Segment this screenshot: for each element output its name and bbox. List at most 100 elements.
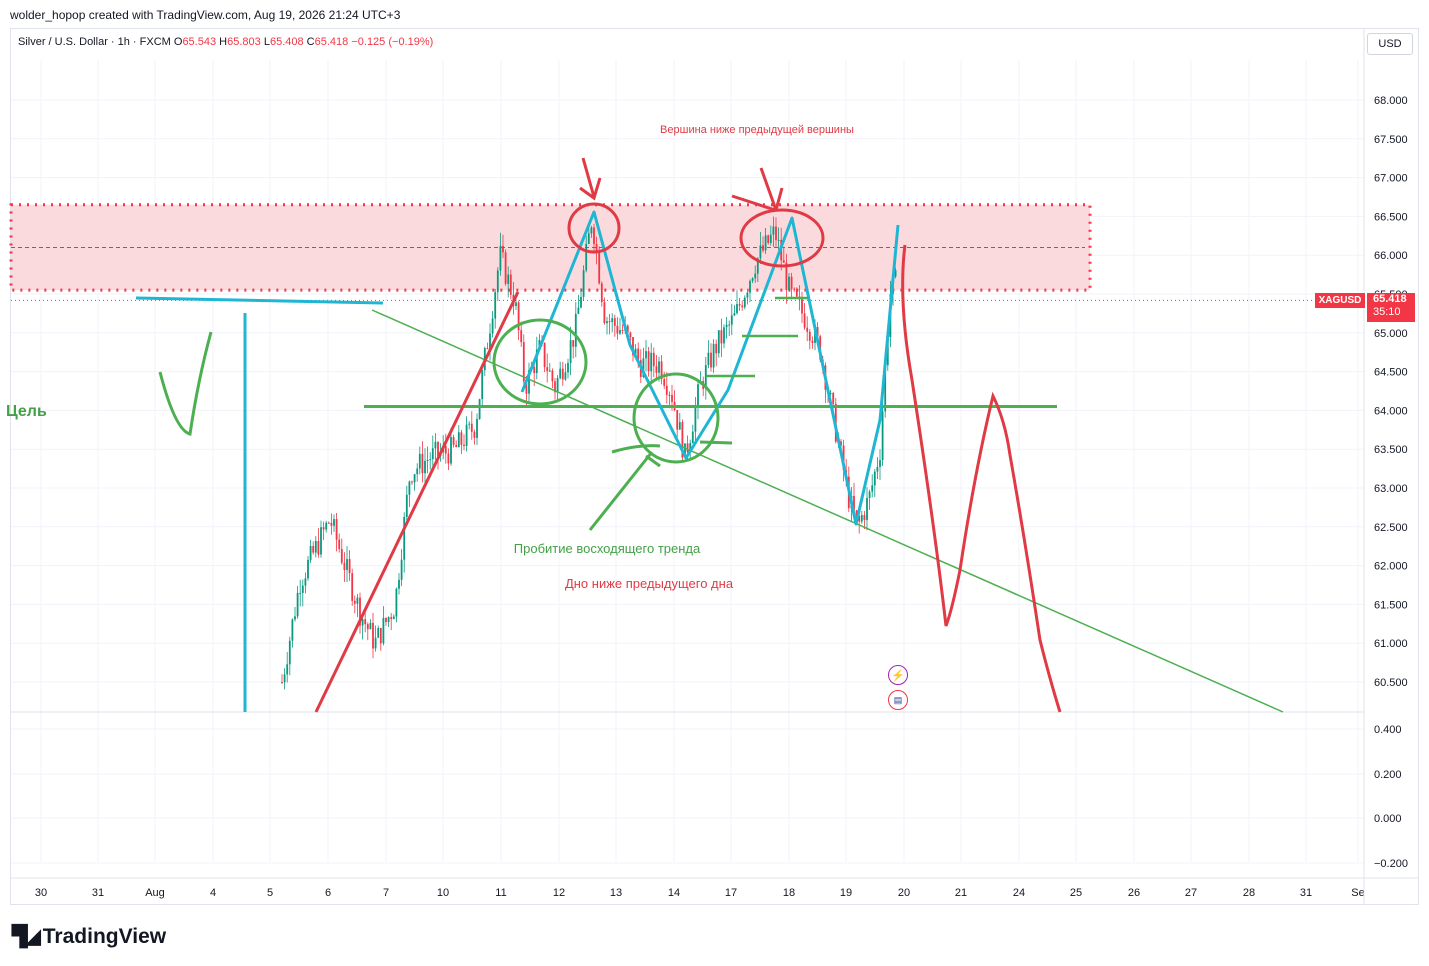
candle-body	[775, 226, 777, 241]
candle-body	[751, 278, 754, 281]
candle-body	[288, 640, 291, 665]
arrow-down-icon	[579, 157, 602, 201]
candle-body	[481, 370, 484, 400]
candle-body	[606, 321, 608, 324]
check-icon	[158, 331, 213, 436]
candle-body	[491, 318, 494, 334]
candle-body	[645, 351, 647, 359]
ticker-badge: XAGUSD	[1315, 293, 1365, 308]
candle-body	[598, 251, 601, 284]
candle-body	[405, 494, 408, 518]
candle-body	[647, 351, 650, 372]
candle-body	[548, 370, 551, 372]
candle-body	[808, 331, 811, 341]
x-tick-label: 4	[210, 887, 216, 899]
candle-body	[759, 245, 762, 259]
candle-body	[457, 432, 460, 448]
candle-body	[403, 517, 406, 560]
candle-body	[356, 597, 359, 604]
y-tick-label: 62.000	[1374, 561, 1408, 573]
candle-body	[871, 485, 874, 492]
candle-body	[873, 471, 876, 486]
candle-body	[725, 324, 728, 328]
top1-circle	[567, 202, 621, 254]
candle-body	[858, 515, 861, 522]
currency-button[interactable]: USD	[1367, 33, 1413, 55]
candle-body	[746, 292, 749, 298]
open-label: O	[173, 36, 183, 48]
lightning-icon[interactable]: ⚡	[888, 665, 908, 685]
high-value: 65.803	[227, 36, 261, 48]
candle-body	[387, 617, 390, 623]
candle-body	[320, 527, 322, 555]
candle-body	[863, 515, 866, 521]
candle-body	[894, 270, 897, 277]
candle-body	[671, 394, 673, 402]
candle-body	[736, 304, 738, 314]
tv-logo-icon: ▜◢	[12, 926, 41, 948]
candle-body	[418, 453, 421, 469]
candle-body	[424, 460, 426, 474]
candle-body	[312, 545, 315, 553]
candle-body	[559, 368, 562, 379]
candle-body	[795, 289, 798, 297]
candle-body	[723, 327, 725, 344]
candle-body	[533, 367, 536, 374]
candle-body	[593, 227, 595, 244]
x-tick-label: 17	[725, 887, 737, 899]
candle-body	[335, 519, 338, 540]
x-tick-label: 7	[383, 887, 389, 899]
candle-body	[364, 619, 367, 625]
candle-body	[564, 372, 567, 380]
candle-body	[663, 379, 666, 386]
y-tick-label: 0.200	[1374, 769, 1402, 781]
candle-body	[522, 342, 525, 382]
candle-body	[785, 262, 788, 291]
candle-body	[660, 361, 663, 380]
candle-body	[769, 234, 772, 243]
us-flag-icon[interactable]: ▤	[888, 690, 908, 710]
candle-body	[322, 527, 325, 530]
x-tick-label: 27	[1185, 887, 1197, 899]
candle-body	[686, 443, 689, 453]
candle-body	[756, 258, 759, 274]
candle-body	[351, 573, 354, 601]
candle-body	[689, 443, 692, 453]
candle-body	[426, 459, 429, 461]
candle-body	[546, 367, 549, 372]
candle-body	[764, 235, 767, 251]
y-tick-label: 67.500	[1374, 134, 1408, 146]
candle-body	[556, 378, 559, 393]
candle-body	[528, 370, 530, 394]
candle-body	[372, 622, 374, 649]
candle-body	[431, 448, 434, 460]
x-tick-label: 11	[495, 887, 506, 899]
symbol-title[interactable]: Silver / U.S. Dollar · 1h · FXCM	[18, 36, 171, 48]
candle-body	[585, 243, 588, 271]
candle-body	[385, 617, 387, 623]
chart-attribution: wolder_hopop created with TradingView.co…	[10, 8, 401, 22]
candle-body	[327, 522, 330, 524]
low-label: L	[263, 36, 270, 48]
candle-body	[468, 423, 471, 425]
symbol-legend: Silver / U.S. Dollar · 1h · FXCM O65.543…	[18, 36, 433, 48]
candle-body	[868, 491, 871, 498]
candle-body	[413, 474, 416, 483]
brand-name: TradingView	[42, 924, 167, 948]
candle-body	[525, 381, 528, 394]
candle-body	[340, 548, 343, 563]
candle-body	[767, 235, 770, 243]
candle-body	[554, 381, 556, 393]
candle-body	[866, 497, 868, 521]
open-value: 65.543	[182, 36, 217, 48]
candle-body	[281, 682, 283, 683]
y-tick-label: 64.500	[1374, 367, 1408, 379]
candle-body	[879, 460, 881, 467]
candle-body	[793, 288, 796, 290]
candle-body	[353, 600, 356, 604]
y-tick-label: −0.200	[1374, 858, 1408, 870]
candle-body	[343, 562, 346, 570]
candle-body	[392, 616, 395, 620]
candle-body	[772, 226, 775, 235]
